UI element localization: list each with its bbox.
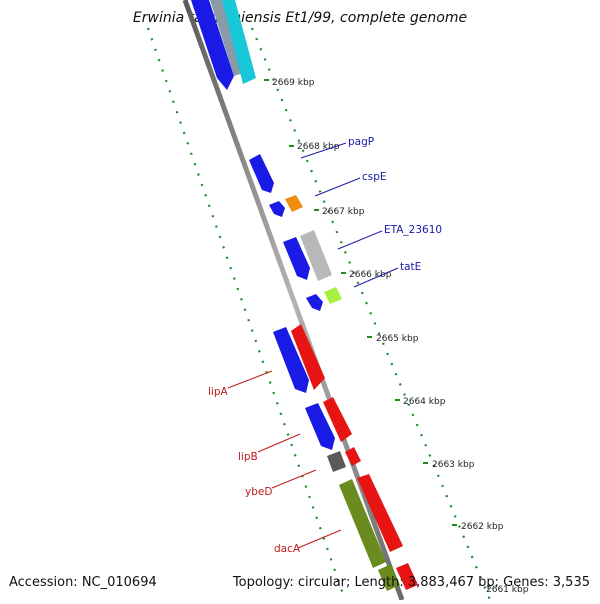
feature-red-2 [345,447,361,466]
tick-label: 2663 kbp [432,460,475,470]
leader-line [300,142,347,159]
tick-label: 2661 kbp [486,585,529,595]
feature-ybeD [327,451,346,472]
map-title: Erwinia tasmaniensis Et1/99, complete ge… [133,10,467,26]
forward-gene-labels: pagP cspE ETA_23610 tatE [300,136,442,288]
gene-label-cspE[interactable]: cspE [362,171,387,183]
tick-label: 2667 kbp [322,207,365,217]
feature-blue-lipB [305,403,335,450]
feature-red-lipB [323,397,352,442]
leader-line [353,267,399,288]
forward-strand-features [191,0,400,591]
tick-label: 2665 kbp [376,334,419,344]
leader-line [257,433,301,453]
gene-label-ybeD[interactable]: ybeD [245,486,272,498]
feature-red-lipA [291,324,325,390]
feature-tatE [324,287,342,304]
feature-top-cyan [222,0,256,84]
feature-blue-3 [283,237,310,280]
feature-blue-1 [249,154,274,193]
tick-label: 2666 kbp [349,270,392,280]
summary-text: Topology: circular; Length: 3,883,467 bp… [232,575,590,590]
gene-label-dacA[interactable]: dacA [274,543,301,555]
gene-label-lipA[interactable]: lipA [208,386,228,398]
leader-line [314,177,361,197]
feature-blue-6 [273,327,309,393]
gene-label-lipB[interactable]: lipB [238,451,258,463]
tick-label: 2668 kbp [297,142,340,152]
tick-label: 2669 kbp [272,78,315,88]
tick-label: 2664 kbp [403,397,446,407]
gene-label-tatE[interactable]: tatE [400,261,421,273]
leader-line [337,230,383,250]
reverse-gene-labels: lipA lipB ybeD dacA [208,370,342,555]
leader-line [271,469,317,489]
feature-blue-5 [306,294,323,311]
feature-blue-2 [269,201,285,217]
inner-dotted-track [146,27,347,601]
genome-backbone [182,0,405,601]
tick-label: 2662 kbp [461,522,504,532]
feature-top-blue [191,0,234,90]
feature-olive-2 [378,564,400,591]
reverse-strand-features [210,0,418,590]
outer-dotted-track [250,27,492,601]
feature-red-3 [396,563,418,590]
feature-ETA_23610 [300,230,332,281]
leader-line [297,529,342,549]
gene-label-pagP[interactable]: pagP [348,136,374,148]
gene-label-ETA_23610[interactable]: ETA_23610 [384,224,442,236]
scale-ticks: 2669 kbp 2668 kbp 2667 kbp 2666 kbp 2665… [264,78,529,595]
feature-red-dacA [357,474,403,552]
feature-cspE [285,195,303,212]
accession-text: Accession: NC_010694 [9,575,157,590]
feature-olive-1 [339,479,386,568]
leader-line [227,370,273,389]
